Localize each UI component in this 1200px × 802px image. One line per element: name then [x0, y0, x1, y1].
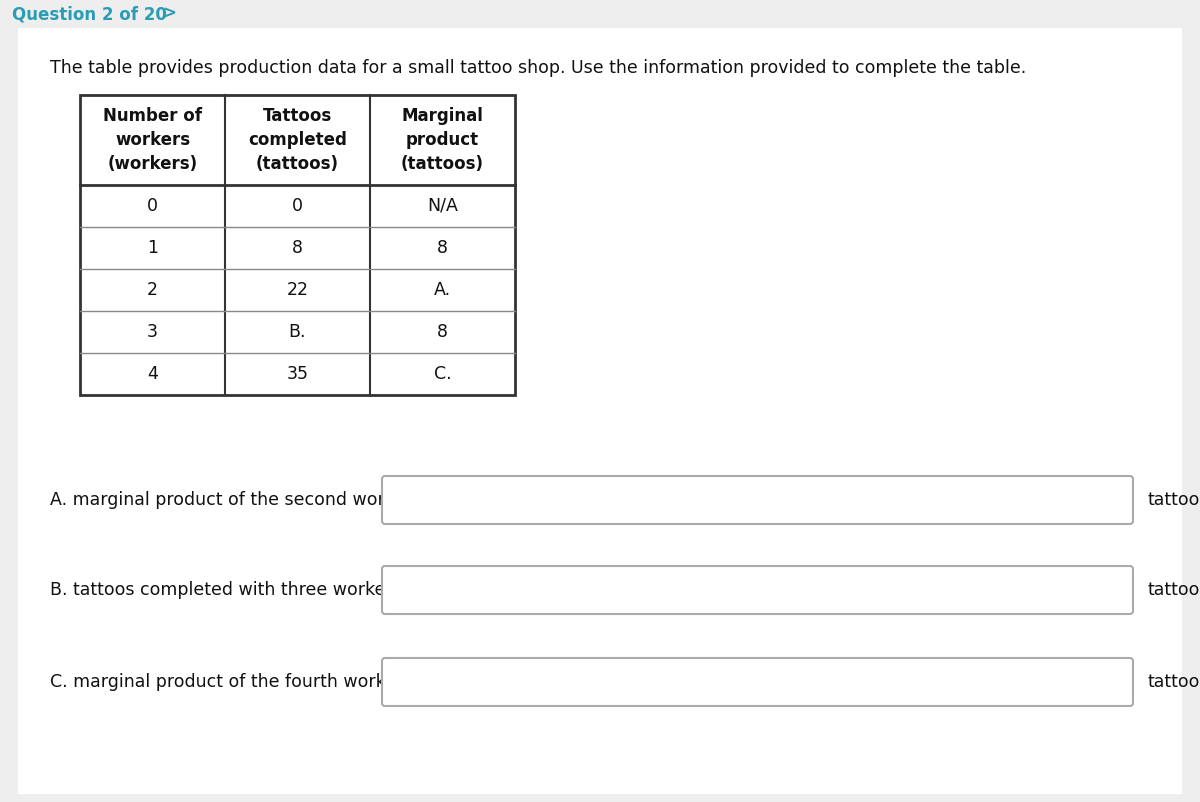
Text: Question 2 of 20: Question 2 of 20 [12, 5, 167, 23]
FancyBboxPatch shape [382, 476, 1133, 524]
Text: The table provides production data for a small tattoo shop. Use the information : The table provides production data for a… [50, 59, 1026, 77]
Text: tattoos: tattoos [1148, 581, 1200, 599]
Text: N/A: N/A [427, 197, 458, 215]
Text: >: > [162, 5, 176, 23]
FancyBboxPatch shape [382, 566, 1133, 614]
Text: C. marginal product of the fourth worker:: C. marginal product of the fourth worker… [50, 673, 409, 691]
Text: 2: 2 [148, 281, 158, 299]
Text: B. tattoos completed with three workers:: B. tattoos completed with three workers: [50, 581, 408, 599]
Text: 3: 3 [148, 323, 158, 341]
Text: 1: 1 [148, 239, 158, 257]
Text: Marginal
product
(tattoos): Marginal product (tattoos) [401, 107, 484, 172]
Text: 8: 8 [292, 239, 302, 257]
Text: 0: 0 [292, 197, 302, 215]
Bar [0, 0, 1200, 28]
Text: A. marginal product of the second worker:: A. marginal product of the second worker… [50, 491, 418, 509]
Text: Tattoos
completed
(tattoos): Tattoos completed (tattoos) [248, 107, 347, 172]
Text: 4: 4 [148, 365, 158, 383]
Text: tattoos: tattoos [1148, 491, 1200, 509]
Text: 8: 8 [437, 239, 448, 257]
Text: Number of
workers
(workers): Number of workers (workers) [103, 107, 202, 172]
Text: 8: 8 [437, 323, 448, 341]
Text: 0: 0 [148, 197, 158, 215]
Text: C.: C. [433, 365, 451, 383]
Text: A.: A. [434, 281, 451, 299]
Text: tattoos: tattoos [1148, 673, 1200, 691]
Text: 35: 35 [287, 365, 308, 383]
Text: 22: 22 [287, 281, 308, 299]
Bar [80, 95, 515, 395]
Text: B.: B. [289, 323, 306, 341]
FancyBboxPatch shape [382, 658, 1133, 706]
